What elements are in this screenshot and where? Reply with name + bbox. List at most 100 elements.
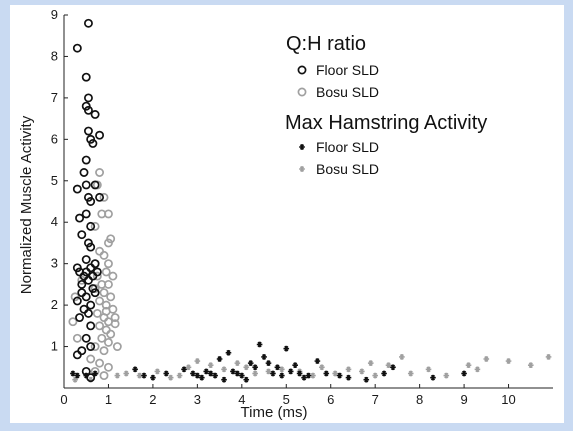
data-point — [141, 372, 147, 379]
data-point — [372, 372, 378, 379]
data-point — [123, 370, 130, 377]
data-point — [110, 313, 120, 322]
data-point — [72, 350, 82, 360]
data-point — [81, 72, 91, 82]
y-tick-label: 5 — [51, 173, 58, 188]
data-point — [132, 366, 138, 373]
data-point — [407, 370, 414, 377]
data-point — [77, 230, 87, 240]
data-point — [77, 346, 87, 356]
y-tick-label: 2 — [51, 297, 58, 312]
data-point — [101, 267, 111, 277]
data-point — [77, 288, 87, 298]
data-point — [104, 279, 113, 289]
data-point — [108, 271, 118, 281]
data-point — [114, 372, 121, 379]
data-point — [101, 306, 111, 316]
data-point — [101, 325, 111, 335]
legend-marker — [299, 144, 305, 150]
y-tick-label: 3 — [51, 256, 58, 271]
data-point — [385, 362, 392, 369]
data-point — [92, 267, 102, 277]
data-point — [234, 370, 241, 377]
data-point — [86, 197, 96, 206]
legend-group-title: Max Hamstring Activity — [285, 112, 487, 134]
data-point — [176, 372, 183, 379]
data-point — [81, 366, 91, 376]
data-point — [430, 374, 436, 381]
data-point — [101, 300, 111, 310]
data-point — [367, 360, 374, 366]
data-point — [203, 368, 210, 375]
data-point — [104, 337, 113, 347]
data-point — [274, 364, 281, 371]
data-point — [292, 362, 298, 369]
data-point — [301, 374, 307, 381]
data-point — [527, 362, 534, 369]
data-point — [279, 366, 285, 373]
x-tick-label: 3 — [194, 392, 201, 407]
data-point — [194, 358, 201, 364]
data-point — [86, 300, 96, 310]
data-point — [270, 370, 276, 377]
data-point — [74, 372, 81, 379]
x-tick-label: 0 — [60, 392, 67, 407]
data-point — [106, 292, 116, 302]
data-point — [90, 221, 100, 231]
data-point — [106, 329, 116, 339]
x-tick-label: 10 — [501, 392, 515, 407]
data-point — [81, 333, 91, 343]
chart-frame: 0 1 2 3 4 5 6 7 8 9 10 1 2 3 4 5 6 7 8 9 Time (ms) Normaliz… — [10, 5, 564, 423]
data-point — [234, 360, 241, 366]
data-point — [81, 155, 91, 165]
data-point — [207, 362, 214, 369]
y-tick-label: 7 — [51, 90, 58, 105]
data-point — [81, 255, 91, 264]
data-point — [92, 370, 98, 377]
x-tick-label: 9 — [460, 392, 467, 407]
data-point — [72, 333, 82, 343]
data-point — [95, 296, 105, 306]
data-point — [92, 308, 102, 318]
legend: Q:H ratio Floor SLD Bosu SLD Max Hamstri… — [285, 33, 487, 177]
x-tick-label: 6 — [327, 392, 334, 407]
data-point — [247, 360, 254, 366]
data-point — [86, 321, 96, 331]
data-point — [95, 130, 105, 140]
data-point — [81, 180, 91, 190]
data-point — [68, 317, 78, 327]
data-point — [72, 376, 78, 383]
data-point — [81, 209, 91, 219]
x-axis-title: Time (ms) — [241, 404, 308, 421]
data-point — [83, 308, 93, 318]
data-point — [314, 358, 321, 364]
data-point — [99, 346, 109, 356]
data-point — [83, 105, 93, 115]
data-point — [112, 342, 122, 352]
data-point — [296, 370, 303, 377]
data-point — [154, 368, 161, 375]
data-point — [110, 319, 120, 329]
data-point — [323, 370, 330, 377]
y-tick-label: 8 — [51, 48, 58, 63]
data-point — [86, 354, 96, 364]
data-point — [225, 349, 232, 356]
legend-label: Floor SLD — [316, 62, 379, 78]
data-point — [99, 288, 109, 298]
data-point — [256, 341, 263, 348]
data-point — [95, 246, 105, 256]
data-point — [221, 376, 227, 383]
data-point — [243, 364, 250, 371]
data-point — [90, 342, 100, 352]
data-point — [150, 374, 156, 381]
data-point — [86, 221, 96, 231]
data-point — [95, 192, 105, 202]
data-point — [79, 168, 89, 177]
data-point — [185, 364, 192, 371]
data-point — [181, 366, 187, 373]
axes — [63, 15, 553, 389]
data-point — [461, 370, 467, 377]
data-point — [336, 372, 343, 379]
data-point — [243, 376, 250, 383]
data-point — [83, 93, 93, 103]
